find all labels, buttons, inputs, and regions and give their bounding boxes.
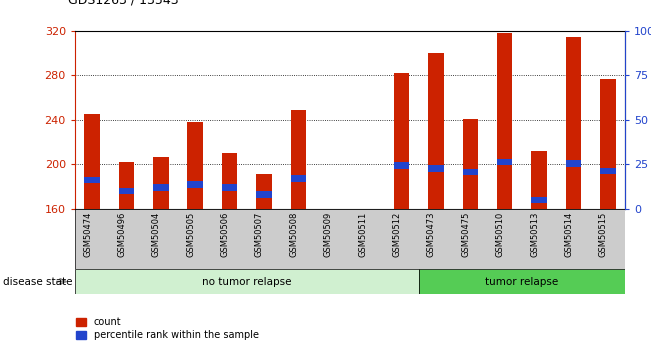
Text: GSM50512: GSM50512 bbox=[393, 212, 402, 257]
Text: GSM50513: GSM50513 bbox=[530, 212, 539, 257]
Text: GSM50514: GSM50514 bbox=[564, 212, 574, 257]
Text: tumor relapse: tumor relapse bbox=[485, 277, 559, 286]
Bar bbox=[394, 73, 409, 209]
Text: GSM50511: GSM50511 bbox=[358, 212, 367, 257]
Bar bbox=[222, 184, 238, 191]
Bar bbox=[290, 175, 306, 182]
Bar bbox=[290, 110, 306, 209]
Bar bbox=[419, 269, 625, 294]
Text: disease state: disease state bbox=[3, 277, 73, 286]
Text: no tumor relapse: no tumor relapse bbox=[202, 277, 292, 286]
Text: GSM50506: GSM50506 bbox=[221, 212, 230, 257]
Bar bbox=[75, 269, 419, 294]
Bar bbox=[85, 114, 100, 209]
Bar bbox=[153, 184, 169, 191]
Bar bbox=[118, 188, 134, 194]
Bar bbox=[566, 37, 581, 209]
Text: GSM50508: GSM50508 bbox=[289, 212, 298, 257]
Bar bbox=[256, 174, 271, 209]
Bar bbox=[187, 181, 203, 188]
Bar bbox=[85, 177, 100, 183]
Bar bbox=[531, 151, 547, 209]
Text: GSM50507: GSM50507 bbox=[255, 212, 264, 257]
Text: GSM50475: GSM50475 bbox=[462, 212, 470, 257]
Bar bbox=[428, 165, 443, 172]
Bar bbox=[428, 53, 443, 209]
Bar bbox=[600, 168, 615, 174]
Text: GSM50515: GSM50515 bbox=[599, 212, 608, 257]
Bar bbox=[153, 157, 169, 209]
Bar bbox=[187, 122, 203, 209]
Bar bbox=[566, 160, 581, 167]
Text: GSM50496: GSM50496 bbox=[117, 212, 126, 257]
Bar bbox=[497, 159, 512, 165]
Bar bbox=[394, 162, 409, 169]
Bar bbox=[462, 119, 478, 209]
Text: GDS1263 / 13543: GDS1263 / 13543 bbox=[68, 0, 179, 7]
Text: GSM50473: GSM50473 bbox=[427, 212, 436, 257]
Text: GSM50509: GSM50509 bbox=[324, 212, 333, 257]
Bar bbox=[497, 33, 512, 209]
Text: GSM50474: GSM50474 bbox=[83, 212, 92, 257]
Text: GSM50510: GSM50510 bbox=[495, 212, 505, 257]
Bar bbox=[256, 191, 271, 198]
Bar bbox=[531, 197, 547, 203]
Bar bbox=[462, 169, 478, 175]
Bar bbox=[600, 79, 615, 209]
Bar bbox=[118, 162, 134, 209]
Text: GSM50504: GSM50504 bbox=[152, 212, 161, 257]
Text: GSM50505: GSM50505 bbox=[186, 212, 195, 257]
Legend: count, percentile rank within the sample: count, percentile rank within the sample bbox=[76, 317, 259, 340]
Bar bbox=[222, 153, 238, 209]
Bar bbox=[75, 209, 625, 269]
